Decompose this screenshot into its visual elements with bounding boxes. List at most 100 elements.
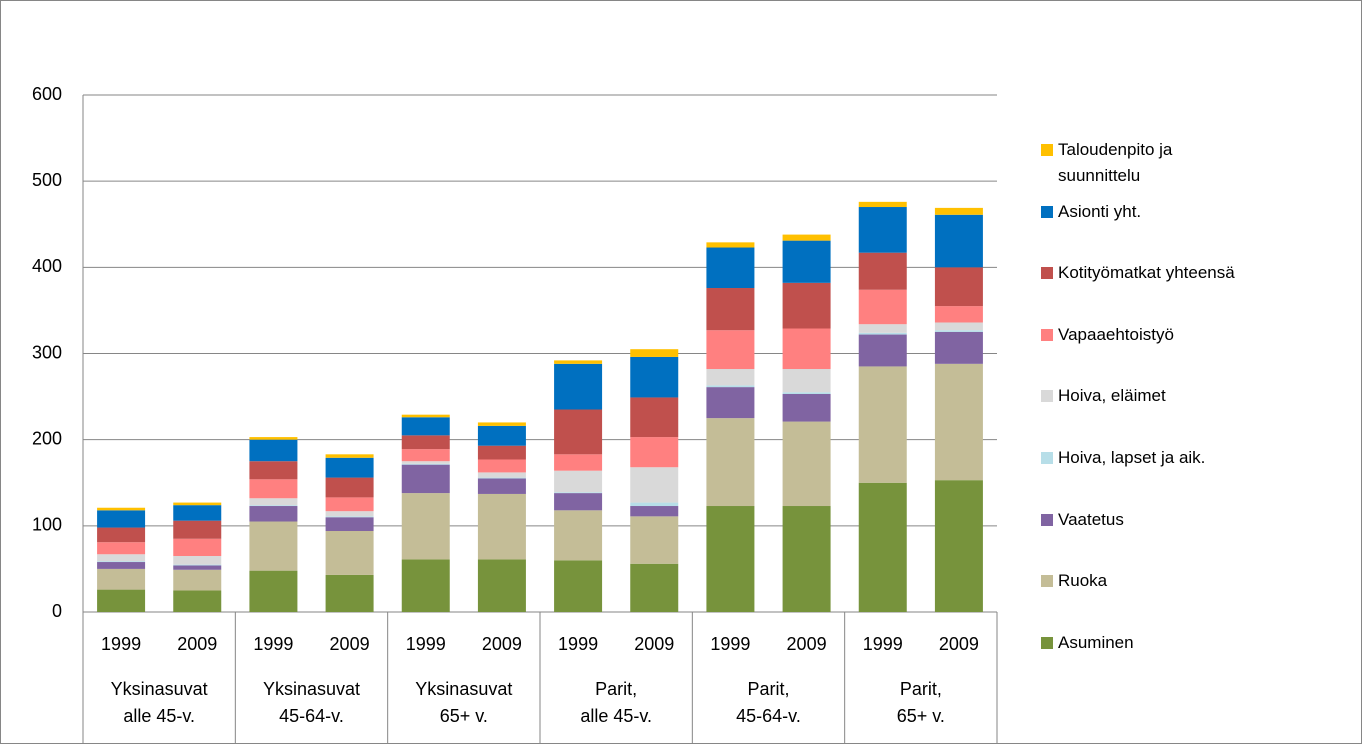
bar-segment — [858, 324, 907, 333]
bar-segment — [97, 507, 146, 511]
bar-segment — [706, 288, 755, 331]
bar-segment — [858, 482, 907, 612]
x-tick-label: 1999 — [710, 634, 750, 654]
group-label: Yksinasuvat — [263, 679, 360, 699]
bar-segment — [858, 201, 907, 208]
legend-swatch — [1041, 328, 1053, 341]
bar-segment — [249, 505, 298, 507]
group-label: Parit, — [595, 679, 637, 699]
bar-segment — [630, 502, 679, 507]
bar-segment — [630, 516, 679, 564]
bar-segment — [401, 461, 450, 464]
x-tick-label: 1999 — [863, 634, 903, 654]
bar-segment — [325, 454, 374, 458]
bar-segment — [934, 267, 983, 307]
bar-segment — [782, 421, 831, 507]
x-tick-label: 1999 — [558, 634, 598, 654]
bar-segment — [97, 510, 146, 528]
bar-segment — [782, 328, 831, 370]
bar-segment — [477, 472, 526, 478]
bar-segment — [934, 322, 983, 331]
bar-segment — [934, 331, 983, 364]
legend-swatch — [1041, 267, 1053, 280]
bar-segment — [782, 392, 831, 394]
legend-label: Hoiva, eläimet — [1058, 386, 1166, 406]
bar-segment — [934, 207, 983, 215]
bar-segment — [630, 506, 679, 517]
bar-segment — [858, 289, 907, 325]
bar-segment — [401, 493, 450, 560]
bar-segment — [173, 505, 222, 521]
bar-segment — [782, 506, 831, 612]
bar-segment — [325, 517, 374, 532]
y-tick-label: 600 — [32, 84, 62, 104]
bar-segment — [782, 282, 831, 329]
bar-segment — [934, 480, 983, 612]
bar-segment — [706, 369, 755, 386]
group-label: 45-64-v. — [736, 706, 801, 726]
group-label: Yksinasuvat — [415, 679, 512, 699]
bar-segment — [477, 445, 526, 460]
bar-segment — [934, 330, 983, 332]
bar-segment — [706, 330, 755, 370]
bar-segment — [554, 454, 603, 471]
bar-segment — [858, 207, 907, 253]
bar-segment — [630, 563, 679, 612]
legend-label: Asuminen — [1058, 632, 1134, 652]
bar-segment — [173, 555, 222, 565]
legend-swatch — [1041, 390, 1053, 403]
group-label: 45-64-v. — [279, 706, 344, 726]
bar-segment — [249, 570, 298, 612]
bar-segment — [97, 542, 146, 555]
bar-segment — [706, 387, 755, 419]
bar-segment — [782, 369, 831, 393]
legend-swatch — [1041, 636, 1053, 649]
bar-segment — [401, 435, 450, 450]
bar-segment — [554, 363, 603, 410]
bar-segment — [173, 502, 222, 506]
group-label: Parit, — [747, 679, 789, 699]
y-tick-label: 200 — [32, 428, 62, 448]
group-label: alle 45-v. — [123, 706, 195, 726]
bar-segment — [477, 559, 526, 612]
bar-segment — [325, 511, 374, 517]
group-label: Yksinasuvat — [111, 679, 208, 699]
bar-segment — [173, 564, 222, 566]
bar-segment — [401, 559, 450, 612]
bar-segment — [554, 492, 603, 494]
bar-segment — [325, 457, 374, 478]
bar-segment — [630, 437, 679, 468]
bar-segment — [782, 240, 831, 283]
bar-segment — [325, 497, 374, 512]
bar-segment — [97, 562, 146, 569]
y-tick-label: 300 — [32, 342, 62, 362]
bar-segment — [706, 247, 755, 289]
bar-segment — [706, 506, 755, 612]
bar-segment — [706, 385, 755, 388]
legend-swatch — [1041, 205, 1053, 218]
bar-segment — [858, 334, 907, 367]
legend-swatch — [1041, 575, 1053, 588]
bar-segment — [249, 439, 298, 462]
bar-segment — [401, 463, 450, 465]
bar-segment — [97, 589, 146, 612]
bar-segment — [97, 527, 146, 543]
x-tick-label: 1999 — [253, 634, 293, 654]
x-tick-label: 1999 — [406, 634, 446, 654]
bar-segment — [173, 538, 222, 556]
bar-segment — [858, 252, 907, 290]
legend-swatch — [1041, 144, 1053, 156]
legend-swatch — [1041, 513, 1053, 526]
bar-segment — [97, 554, 146, 562]
bar-segment — [477, 478, 526, 494]
bar-segment — [249, 437, 298, 440]
group-label: 65+ v. — [897, 706, 945, 726]
bar-segment — [173, 569, 222, 591]
bar-segment — [325, 574, 374, 612]
bar-segment — [325, 477, 374, 498]
bar-segment — [782, 393, 831, 422]
x-tick-label: 2009 — [330, 634, 370, 654]
x-tick-label: 2009 — [634, 634, 674, 654]
bar-segment — [477, 459, 526, 473]
bar-segment — [934, 363, 983, 481]
